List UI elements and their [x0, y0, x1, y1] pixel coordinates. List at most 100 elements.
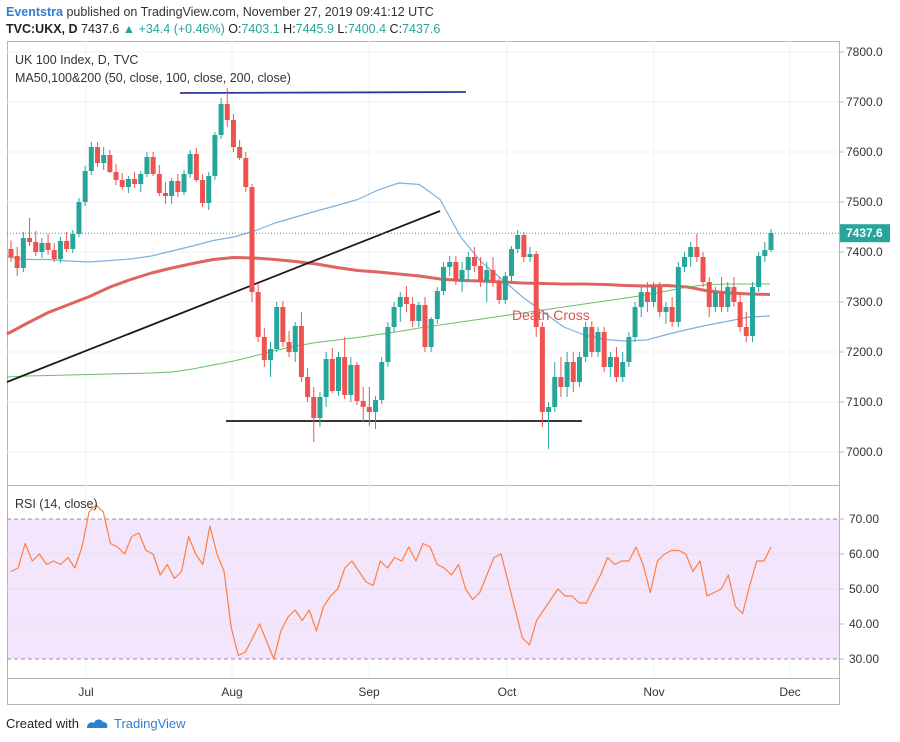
candle-body — [768, 233, 774, 250]
candle-body — [224, 104, 230, 120]
candle-body — [675, 267, 681, 322]
candle-body — [719, 292, 725, 307]
open-label: O: — [228, 22, 242, 36]
candle-body — [397, 297, 403, 307]
candle-body — [515, 235, 521, 249]
axes: 7000.0 7100.0 7200.0 7300.0 7400.0 7500.0 7600… — [7, 45, 890, 699]
candle-body — [422, 305, 428, 347]
last-price-badge — [840, 224, 890, 243]
ma-line-ma50 — [6, 182, 771, 342]
ohlc-line: TVC:UKX, D 7437.6 ▲ +34.4 (+0.46%) O:740… — [6, 22, 440, 36]
price-pane-frame — [7, 41, 840, 486]
tradingview-logo-icon — [86, 719, 107, 728]
candle-body — [193, 154, 199, 180]
last-price: 7437.6 — [81, 22, 120, 36]
candle-body — [212, 135, 218, 176]
candle-body — [150, 157, 156, 174]
price-tick-label: 7800.0 — [846, 45, 883, 59]
candle-body — [607, 357, 613, 367]
author-link[interactable]: Eventstra — [6, 5, 63, 19]
candle-body — [51, 250, 57, 259]
candle-body — [533, 254, 539, 327]
candle-body — [169, 181, 175, 196]
candle-body — [632, 307, 638, 337]
candle-body — [125, 179, 131, 187]
rsi-tick-label: 50.00 — [849, 582, 879, 596]
candle-body — [119, 180, 125, 187]
candle-body — [230, 120, 236, 147]
tradingview-brand-link[interactable]: TradingView — [114, 716, 186, 731]
candle-body — [434, 291, 440, 319]
candle-body — [688, 247, 694, 257]
rsi-title: RSI (14, close) — [15, 497, 98, 511]
candle-body — [465, 257, 471, 270]
candle-body — [570, 362, 576, 382]
candle-body — [651, 287, 657, 302]
chart-title: UK 100 Index, D, TVC — [15, 53, 138, 67]
price-tick-label: 7200.0 — [846, 345, 883, 359]
candle-body — [657, 287, 663, 312]
candle-body — [101, 155, 107, 163]
candle-body — [14, 256, 20, 268]
candle-body — [156, 174, 162, 193]
change-up-arrow-icon: ▲ — [122, 22, 136, 36]
publisher-line: Eventstra published on TradingView.com, … — [6, 5, 434, 19]
candle-body — [441, 267, 447, 291]
high-label: H: — [283, 22, 296, 36]
candle-body — [712, 292, 718, 307]
candle-body — [527, 254, 533, 257]
candle-body — [76, 202, 82, 234]
candle-body — [496, 281, 502, 300]
candle-body — [620, 362, 626, 377]
rsi-tick-label: 70.00 — [849, 512, 879, 526]
candle-body — [33, 242, 39, 252]
candle-body — [64, 241, 70, 249]
candle-body — [391, 307, 397, 327]
candle-body — [342, 357, 348, 395]
candle-body — [206, 176, 212, 203]
candle-body — [706, 282, 712, 307]
candle-body — [490, 270, 496, 281]
published-text: published on TradingView.com, November 2… — [66, 5, 434, 19]
trend-lines — [6, 91, 582, 422]
close-label: C: — [389, 22, 403, 36]
price-tick-label: 7100.0 — [846, 395, 883, 409]
candle-body — [453, 262, 459, 281]
price-tick-label: 7400.0 — [846, 245, 883, 259]
candle-body — [175, 181, 181, 192]
candle-body — [298, 326, 304, 377]
candle-body — [756, 256, 762, 287]
death-cross-annotation: Death Cross — [512, 307, 590, 323]
candle-body — [360, 401, 366, 407]
price-tick-label: 7700.0 — [846, 95, 883, 109]
candle-body — [95, 147, 101, 163]
candle-body — [82, 171, 88, 202]
candle-body — [663, 307, 669, 312]
candle-body — [20, 238, 26, 268]
symbol-label: TVC:UKX, D — [6, 22, 78, 36]
ascending-trendline — [6, 210, 441, 383]
candle-body — [601, 332, 607, 367]
close-value: 7437.6 — [402, 22, 441, 36]
candle-body — [564, 362, 570, 387]
candle-body — [638, 292, 644, 307]
candle-body — [508, 249, 514, 276]
candle-body — [669, 307, 675, 322]
candle-body — [502, 276, 508, 300]
change-value: +34.4 (+0.46%) — [138, 22, 225, 36]
rsi-tick-label: 30.00 — [849, 652, 879, 666]
candle-body — [681, 257, 687, 267]
time-axis-frame — [7, 678, 840, 705]
high-value: 7445.9 — [295, 22, 334, 36]
low-label: L: — [337, 22, 348, 36]
candle-body — [57, 241, 63, 259]
time-tick-label: Dec — [779, 685, 800, 699]
candle-body — [471, 257, 477, 266]
rsi-grid — [7, 485, 839, 678]
candle-body — [138, 174, 144, 184]
candle-body — [459, 270, 465, 281]
price-tick-label: 7500.0 — [846, 195, 883, 209]
candle-body — [311, 397, 317, 418]
candle-body — [187, 154, 193, 174]
